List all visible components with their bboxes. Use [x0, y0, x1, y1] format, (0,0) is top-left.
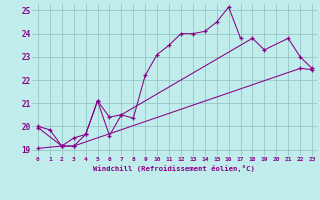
X-axis label: Windchill (Refroidissement éolien,°C): Windchill (Refroidissement éolien,°C) [93, 165, 255, 172]
